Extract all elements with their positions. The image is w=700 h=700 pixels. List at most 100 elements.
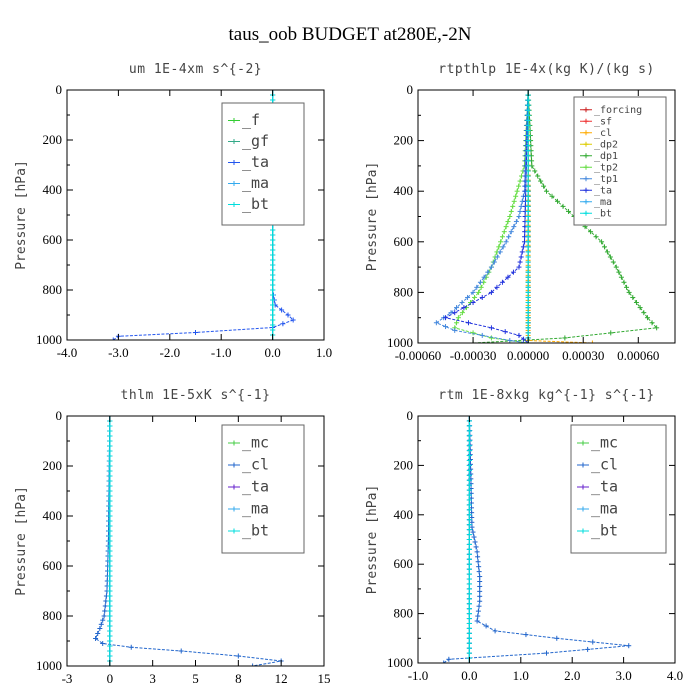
y-tick-label: 200 (394, 457, 414, 472)
legend-entry: _cl (242, 456, 269, 474)
y-axis-label: Pressure [hPa] (365, 485, 380, 595)
x-tick-label: -3.0 (108, 345, 129, 360)
y-tick-label: 600 (394, 234, 414, 249)
y-tick-label: 200 (43, 458, 63, 473)
legend-entry: _cl (591, 456, 618, 474)
y-tick-label: 400 (394, 507, 414, 522)
series-group (441, 416, 632, 663)
x-tick-label: 12 (275, 671, 288, 686)
x-tick-label: 0.00060 (617, 348, 659, 363)
legend-entry: _ta (594, 185, 612, 196)
x-tick-label: 3.0 (615, 668, 631, 683)
y-tick-label: 800 (43, 608, 63, 623)
panel-title: um 1E-4xm s^{-2} (129, 62, 262, 77)
x-tick-label: 1.0 (513, 668, 529, 683)
legend: _f _gf _ta _ma _bt (221, 102, 305, 226)
legend: _forcing_sf_cl_dp2_dp1_tp2_tp1_ta_ma_bt (573, 96, 667, 226)
legend-entry: _mc (591, 434, 618, 452)
x-tick-label: -3 (62, 671, 73, 686)
legend-box (573, 96, 667, 226)
legend-box (570, 424, 667, 554)
legend-entry: _cl (594, 128, 612, 139)
x-tick-label: 15 (318, 671, 331, 686)
legend-entry: _tp1 (594, 174, 618, 185)
x-tick-label: -0.00060 (395, 348, 442, 363)
x-tick-label: -0.00030 (450, 348, 497, 363)
y-tick-label: 400 (43, 508, 63, 523)
legend-entry: _ma (591, 500, 618, 518)
x-tick-label: 0.0 (461, 668, 477, 683)
y-axis-label: Pressure [hPa] (14, 160, 29, 270)
chart-panel-3: thlm 1E-5xK s^{-1} Pressure [hPa] 0 200 400 6… (14, 388, 331, 686)
panel-title: rtpthlp 1E-4x(kg K)/(kg s) (438, 62, 655, 77)
panel-title: thlm 1E-5xK s^{-1} (121, 388, 271, 403)
legend-entry: _gf (242, 132, 269, 150)
x-tick-label: 1.0 (316, 345, 332, 360)
legend-box (221, 424, 305, 554)
legend-entry: _ta (242, 478, 269, 496)
x-tick-label: 8 (235, 671, 242, 686)
legend-entry: _ta (242, 153, 269, 171)
legend-entry: _bt (591, 522, 618, 540)
y-tick-label: 800 (394, 284, 414, 299)
legend-entry: _mc (242, 434, 269, 452)
y-tick-label: 200 (394, 133, 414, 148)
legend-entry: _bt (242, 522, 269, 540)
legend-entry: _ma (242, 174, 269, 192)
chart-panel-1: um 1E-4xm s^{-2} Pressure [hPa] 0 200 400 600… (14, 62, 332, 360)
y-axis-label: Pressure [hPa] (14, 486, 29, 596)
legend-entry: _f (242, 111, 260, 129)
x-tick-label: 4.0 (667, 668, 683, 683)
x-tick-label: 0.00000 (507, 348, 549, 363)
legend-entry: _sf (594, 116, 612, 127)
series-group (433, 90, 660, 343)
y-tick-label: 1000 (387, 335, 413, 350)
legend-entry: _forcing (594, 105, 642, 116)
y-tick-label: 600 (43, 558, 63, 573)
legend: _mc _cl _ta _ma _bt (221, 424, 305, 554)
series-line-tp1 (435, 90, 529, 343)
y-tick-label: 1000 (387, 655, 413, 670)
legend-entry: _bt (594, 208, 612, 219)
legend-entry: _dp1 (594, 151, 618, 162)
x-tick-label: -4.0 (57, 345, 78, 360)
y-tick-label: 0 (56, 82, 63, 97)
legend-entry: _dp2 (594, 139, 618, 150)
y-tick-label: 600 (394, 556, 414, 571)
y-tick-label: 400 (394, 183, 414, 198)
x-tick-label: 2.0 (564, 668, 580, 683)
x-tick-label: 5 (192, 671, 199, 686)
legend-entry: _bt (242, 195, 269, 213)
x-tick-label: 3 (149, 671, 156, 686)
chart-panel-2: rtpthlp 1E-4x(kg K)/(kg s) Pressure [hPa]… (365, 62, 676, 363)
legend-entry: _ta (591, 478, 618, 496)
y-tick-label: 1000 (36, 658, 62, 673)
y-axis-label: Pressure [hPa] (365, 162, 380, 272)
y-tick-label: 0 (56, 408, 63, 423)
y-tick-label: 0 (407, 408, 414, 423)
x-tick-label: 0 (107, 671, 114, 686)
series-line-ta (444, 90, 529, 343)
y-tick-label: 600 (43, 232, 63, 247)
y-tick-label: 0 (407, 82, 414, 97)
series-group (93, 416, 284, 666)
figure-title: taus_oob BUDGET at280E,-2N (229, 24, 472, 45)
y-tick-label: 800 (394, 606, 414, 621)
legend-entry: _tp2 (594, 162, 618, 173)
legend-entry: _ma (594, 197, 612, 208)
x-tick-label: 0.0 (264, 345, 280, 360)
legend-entry: _ma (242, 500, 269, 518)
legend-box (221, 102, 305, 226)
y-tick-label: 1000 (36, 332, 62, 347)
y-tick-label: 400 (43, 182, 63, 197)
legend: _mc _cl _ta _ma _bt (570, 424, 667, 554)
y-tick-label: 800 (43, 282, 63, 297)
x-tick-label: -1.0 (408, 668, 429, 683)
y-tick-label: 200 (43, 132, 63, 147)
x-tick-label: -1.0 (211, 345, 232, 360)
panel-title: rtm 1E-8xkg kg^{-1} s^{-1} (438, 388, 655, 403)
x-tick-label: 0.00030 (562, 348, 604, 363)
chart-panel-4: rtm 1E-8xkg kg^{-1} s^{-1} Pressure [hPa]… (365, 388, 683, 683)
x-tick-label: -2.0 (160, 345, 181, 360)
